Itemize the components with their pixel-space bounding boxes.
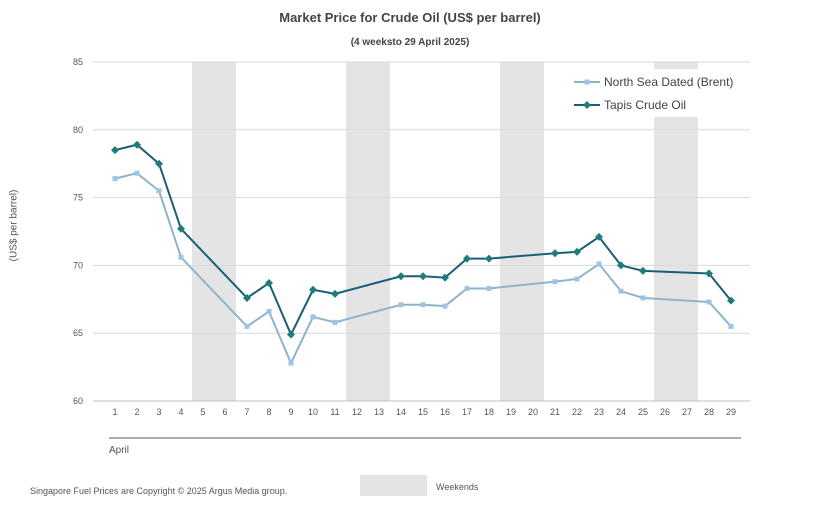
data-point	[552, 279, 558, 285]
data-point	[596, 261, 602, 267]
x-tick-label: 20	[528, 407, 538, 417]
x-tick-label: 11	[330, 407, 339, 417]
data-point	[728, 323, 734, 329]
weekend-band	[654, 62, 698, 401]
data-point	[551, 249, 559, 258]
data-point	[265, 279, 273, 288]
y-tick-label: 70	[73, 260, 83, 270]
data-point	[441, 273, 449, 282]
data-point	[706, 299, 712, 305]
data-point	[177, 224, 185, 233]
x-tick-label: 15	[418, 407, 428, 417]
legend-marker	[583, 101, 591, 109]
data-point	[398, 302, 404, 308]
data-point	[463, 254, 471, 263]
x-tick-label: 12	[352, 407, 362, 417]
y-tick-label: 60	[73, 396, 83, 406]
data-point	[309, 285, 317, 294]
data-point	[243, 293, 251, 302]
chart-subtitle: (4 weeksto 29 April 2025)	[350, 37, 470, 48]
data-point	[485, 254, 493, 263]
data-point	[486, 285, 492, 291]
x-tick-label: 19	[506, 407, 516, 417]
weekends-label: Weekends	[436, 482, 479, 492]
data-point	[156, 188, 162, 194]
data-point	[595, 232, 603, 241]
data-point	[639, 266, 647, 275]
x-tick-label: 6	[222, 407, 227, 417]
legend-label: Tapis Crude Oil	[604, 98, 686, 112]
data-point	[419, 272, 427, 281]
data-point	[574, 276, 580, 282]
x-tick-label: 23	[594, 407, 604, 417]
data-point	[266, 309, 272, 315]
x-tick-label: 3	[156, 407, 161, 417]
legend-box	[568, 69, 738, 117]
data-point	[331, 289, 339, 298]
data-point	[244, 323, 250, 329]
weekend-band	[500, 62, 544, 401]
legend-marker	[584, 79, 590, 85]
data-point	[727, 296, 735, 305]
copyright-note: Singapore Fuel Prices are Copyright © 20…	[30, 486, 288, 496]
data-point	[618, 288, 624, 294]
x-tick-label: 29	[726, 407, 736, 417]
x-tick-label: 9	[288, 407, 293, 417]
data-point	[573, 247, 581, 256]
data-point	[705, 269, 713, 278]
data-point	[332, 319, 338, 325]
x-tick-label: 16	[440, 407, 450, 417]
data-point	[111, 146, 119, 155]
x-axis-label: April	[109, 445, 129, 456]
weekends-swatch	[360, 475, 427, 496]
x-tick-label: 24	[616, 407, 626, 417]
x-tick-label: 10	[308, 407, 318, 417]
x-tick-label: 1	[112, 407, 117, 417]
x-tick-label: 27	[682, 407, 692, 417]
data-point	[420, 302, 426, 308]
data-point	[112, 176, 118, 182]
data-point	[178, 254, 184, 260]
x-tick-label: 22	[572, 407, 582, 417]
data-point	[288, 360, 294, 366]
data-point	[397, 272, 405, 281]
x-tick-label: 25	[638, 407, 648, 417]
x-tick-label: 17	[462, 407, 472, 417]
x-tick-label: 13	[374, 407, 384, 417]
data-point	[134, 170, 140, 176]
y-tick-label: 80	[73, 125, 83, 135]
x-tick-label: 26	[660, 407, 670, 417]
x-tick-label: 2	[134, 407, 139, 417]
y-tick-label: 75	[73, 193, 83, 203]
data-point	[133, 140, 141, 149]
x-tick-label: 18	[484, 407, 494, 417]
weekend-band	[192, 62, 236, 401]
data-point	[617, 261, 625, 270]
data-point	[640, 295, 646, 301]
chart-title: Market Price for Crude Oil (US$ per barr…	[279, 10, 541, 25]
x-tick-label: 7	[244, 407, 249, 417]
legend-label: North Sea Dated (Brent)	[604, 75, 733, 89]
x-tick-label: 14	[396, 407, 406, 417]
data-point	[287, 330, 295, 339]
y-tick-label: 85	[73, 57, 83, 67]
data-point	[310, 314, 316, 320]
data-point	[464, 285, 470, 291]
x-tick-label: 8	[266, 407, 271, 417]
x-tick-label: 5	[200, 407, 205, 417]
x-tick-label: 21	[550, 407, 560, 417]
data-point	[155, 159, 163, 168]
data-point	[442, 303, 448, 309]
x-tick-label: 28	[704, 407, 714, 417]
x-tick-label: 4	[178, 407, 183, 417]
weekend-band	[346, 62, 390, 401]
y-tick-label: 65	[73, 328, 83, 338]
